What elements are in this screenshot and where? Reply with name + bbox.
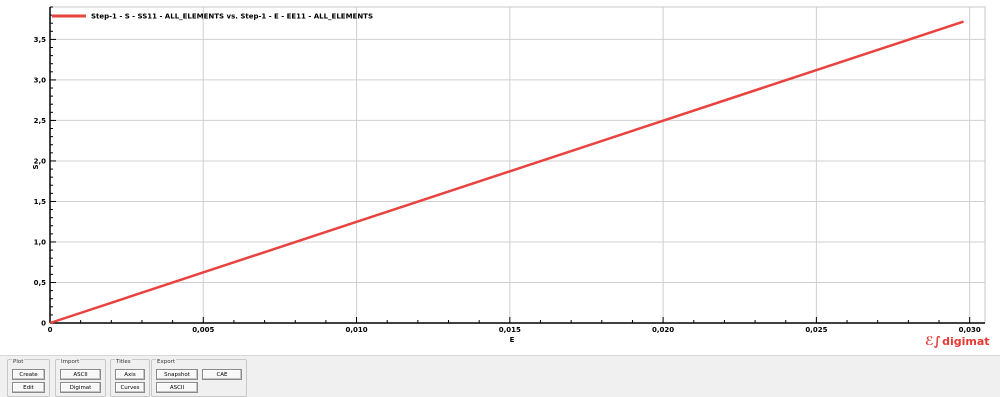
plot-area: 0 0,005 0,010 0,015 0,020 0,025 0,030 0 0,5 1,0 1,… (32, 6, 986, 344)
import-ascii-button[interactable]: ASCII (60, 369, 101, 380)
x-tick-label: 0,010 (345, 326, 367, 334)
series-layer (49, 20, 964, 325)
logo-text: digimat (942, 335, 990, 348)
group-title-titles: Titles (115, 359, 132, 365)
x-tick-label: 0,030 (959, 326, 981, 334)
edit-button[interactable]: Edit (12, 382, 45, 393)
export-ascii-button[interactable]: ASCII (156, 382, 198, 393)
chart: 0 0,005 0,010 0,015 0,020 0,025 0,030 0 0,5 1,0 1,… (32, 6, 986, 344)
y-tick-label: 2,0 (34, 157, 47, 165)
y-tick-label: 0 (41, 320, 46, 328)
digimat-logo: ℰ∫digimat (925, 334, 1000, 350)
group-title-export: Export (156, 359, 177, 365)
x-tick-label: 0,020 (652, 326, 674, 334)
y-tick-label: 3,5 (34, 36, 47, 44)
y-tick-label: 1,5 (34, 198, 47, 206)
y-axis-label: S (32, 164, 40, 169)
x-tick-label: 0 (48, 326, 53, 334)
group-import: Import ASCII Digimat (55, 359, 106, 397)
x-tick-label: 0,005 (192, 326, 214, 334)
group-title-plot: Plot (12, 359, 25, 365)
x-axis-label: E (510, 336, 515, 344)
y-tick-label: 2,5 (34, 117, 47, 125)
import-digimat-button[interactable]: Digimat (60, 382, 101, 393)
bottom-toolbar: Plot Create Edit Import ASCII Digimat Ti… (0, 355, 1000, 397)
x-tick-label: 0,025 (805, 326, 827, 334)
grid (50, 7, 985, 323)
logo-swoosh-icon: ℰ∫ (925, 334, 942, 348)
y-tick-label: 1,0 (34, 238, 47, 246)
titles-axis-button[interactable]: Axis (115, 369, 145, 380)
group-title-import: Import (60, 359, 81, 365)
export-cae-button[interactable]: CAE (202, 369, 242, 380)
y-tick-label: 0,5 (34, 279, 47, 287)
group-export: Export Snapshot CAE ASCII (151, 359, 247, 397)
legend: Step-1 - S - SS11 - ALL_ELEMENTS vs. Ste… (52, 13, 373, 21)
export-snapshot-button[interactable]: Snapshot (156, 369, 198, 380)
titles-curves-button[interactable]: Curves (115, 382, 145, 393)
group-plot: Plot Create Edit (7, 359, 50, 397)
ticks: 0 0,005 0,010 0,015 0,020 0,025 0,030 0 0,5 1,0 1,… (34, 6, 981, 334)
legend-label: Step-1 - S - SS11 - ALL_ELEMENTS vs. Ste… (91, 13, 373, 21)
y-tick-label: 3,0 (34, 76, 47, 84)
create-button[interactable]: Create (12, 369, 45, 380)
axes (49, 6, 986, 324)
x-tick-label: 0,015 (499, 326, 521, 334)
group-titles: Titles Axis Curves (110, 359, 150, 397)
series-line (49, 20, 964, 325)
